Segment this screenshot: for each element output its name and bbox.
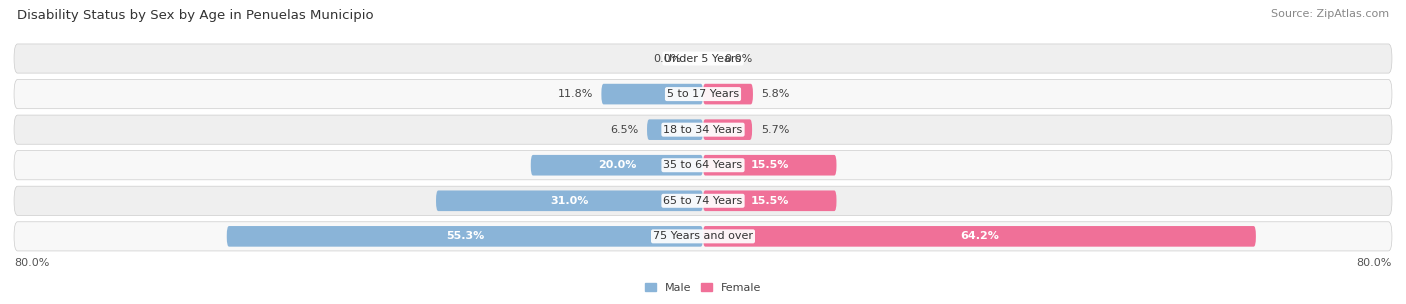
Text: 18 to 34 Years: 18 to 34 Years: [664, 125, 742, 135]
Text: 0.0%: 0.0%: [654, 54, 682, 64]
Text: 55.3%: 55.3%: [446, 231, 484, 241]
FancyBboxPatch shape: [14, 151, 1392, 180]
Text: 6.5%: 6.5%: [610, 125, 638, 135]
Text: Disability Status by Sex by Age in Penuelas Municipio: Disability Status by Sex by Age in Penue…: [17, 9, 374, 22]
Text: 35 to 64 Years: 35 to 64 Years: [664, 160, 742, 170]
FancyBboxPatch shape: [14, 186, 1392, 215]
Text: 64.2%: 64.2%: [960, 231, 998, 241]
FancyBboxPatch shape: [14, 222, 1392, 251]
FancyBboxPatch shape: [703, 84, 754, 104]
Text: 20.0%: 20.0%: [598, 160, 636, 170]
FancyBboxPatch shape: [703, 155, 837, 175]
Text: 31.0%: 31.0%: [550, 196, 589, 206]
Text: 11.8%: 11.8%: [557, 89, 593, 99]
FancyBboxPatch shape: [602, 84, 703, 104]
FancyBboxPatch shape: [14, 80, 1392, 109]
Legend: Male, Female: Male, Female: [645, 282, 761, 293]
FancyBboxPatch shape: [703, 119, 752, 140]
Text: 80.0%: 80.0%: [14, 258, 49, 268]
FancyBboxPatch shape: [226, 226, 703, 247]
FancyBboxPatch shape: [531, 155, 703, 175]
Text: 80.0%: 80.0%: [1357, 258, 1392, 268]
Text: Source: ZipAtlas.com: Source: ZipAtlas.com: [1271, 9, 1389, 19]
Text: 15.5%: 15.5%: [751, 160, 789, 170]
Text: 15.5%: 15.5%: [751, 196, 789, 206]
FancyBboxPatch shape: [703, 226, 1256, 247]
FancyBboxPatch shape: [647, 119, 703, 140]
Text: 65 to 74 Years: 65 to 74 Years: [664, 196, 742, 206]
Text: 5 to 17 Years: 5 to 17 Years: [666, 89, 740, 99]
Text: 5.7%: 5.7%: [761, 125, 789, 135]
Text: Under 5 Years: Under 5 Years: [665, 54, 741, 64]
Text: 75 Years and over: 75 Years and over: [652, 231, 754, 241]
FancyBboxPatch shape: [14, 115, 1392, 144]
FancyBboxPatch shape: [703, 191, 837, 211]
Text: 5.8%: 5.8%: [762, 89, 790, 99]
Text: 0.0%: 0.0%: [724, 54, 752, 64]
FancyBboxPatch shape: [14, 44, 1392, 73]
FancyBboxPatch shape: [436, 191, 703, 211]
